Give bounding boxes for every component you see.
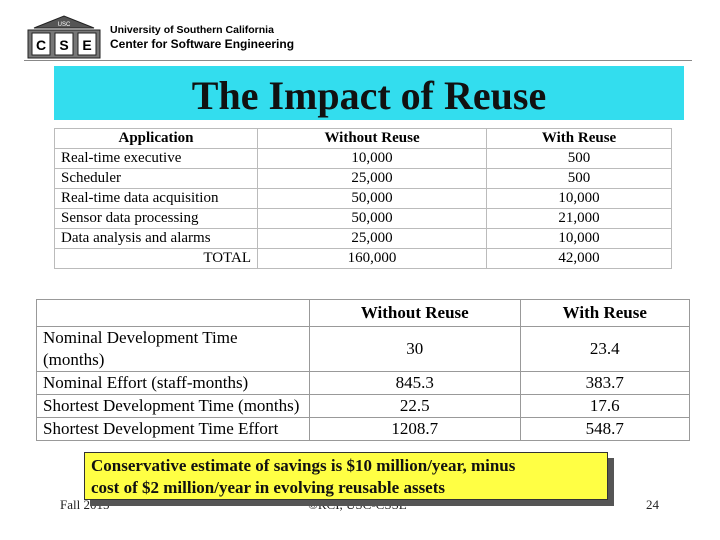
- table-total-row: TOTAL 160,000 42,000: [54, 248, 672, 269]
- table-row: Shortest Development Time (months) 22.5 …: [36, 394, 691, 418]
- cell-with-reuse: 500: [486, 168, 672, 189]
- footer-copyright: ©RCI, USC-CSSE: [308, 497, 407, 512]
- cell-with-reuse: 21,000: [486, 208, 672, 229]
- col-header-without-reuse: Without Reuse: [256, 128, 488, 149]
- cell-with-reuse: 10,000: [486, 188, 672, 209]
- table-row: Sensor data processing 50,000 21,000: [54, 208, 672, 229]
- cell-without-reuse: 1208.7: [309, 417, 521, 441]
- cell-without-reuse: 22.5: [309, 394, 521, 418]
- usc-cse-logo: USC C S E: [27, 15, 101, 59]
- cell-without-reuse: 25,000: [256, 168, 488, 189]
- cell-with-reuse: 23.4: [519, 326, 691, 372]
- cell-with-reuse: 10,000: [486, 228, 672, 249]
- cell-without-reuse: 25,000: [256, 228, 488, 249]
- cell-without-reuse: 845.3: [309, 371, 521, 395]
- cell-with-reuse: 548.7: [519, 417, 691, 441]
- col-header-metric: [36, 299, 310, 327]
- page-number: 24: [646, 497, 659, 512]
- cell-metric: Nominal Effort (staff-months): [36, 371, 310, 395]
- cell-with-reuse: 383.7: [519, 371, 691, 395]
- org-name: University of Southern California Center…: [110, 24, 294, 51]
- callout-line-2: cost of $2 million/year in evolving reus…: [91, 478, 446, 497]
- cell-metric: Nominal Development Time (months): [36, 326, 310, 372]
- footer-term: Fall 2015: [60, 497, 110, 512]
- cell-application: Sensor data processing: [54, 208, 258, 229]
- cell-total-label: TOTAL: [54, 248, 258, 269]
- table-header-row: Application Without Reuse With Reuse: [54, 128, 672, 149]
- cell-metric: Shortest Development Time Effort: [36, 417, 310, 441]
- reuse-estimate-table: Without Reuse With Reuse Nominal Develop…: [36, 299, 691, 441]
- col-header-with-reuse: With Reuse: [486, 128, 672, 149]
- table-row: Real-time executive 10,000 500: [54, 148, 672, 169]
- cell-total-without-reuse: 160,000: [256, 248, 488, 269]
- col-header-without-reuse: Without Reuse: [309, 299, 521, 327]
- cell-without-reuse: 50,000: [256, 208, 488, 229]
- logo-letter-e: E: [82, 37, 91, 53]
- header-divider: [24, 60, 692, 61]
- cell-application: Real-time executive: [54, 148, 258, 169]
- callout-line-1: Conservative estimate of savings is $10 …: [91, 456, 516, 475]
- cell-without-reuse: 30: [309, 326, 521, 372]
- cell-metric: Shortest Development Time (months): [36, 394, 310, 418]
- col-header-with-reuse: With Reuse: [519, 299, 691, 327]
- cell-with-reuse: 500: [486, 148, 672, 169]
- cell-application: Scheduler: [54, 168, 258, 189]
- col-header-application: Application: [54, 128, 258, 149]
- reuse-size-table: Application Without Reuse With Reuse Rea…: [54, 128, 672, 269]
- cell-without-reuse: 10,000: [256, 148, 488, 169]
- table-row: Nominal Effort (staff-months) 845.3 383.…: [36, 371, 691, 395]
- slide-title: The Impact of Reuse: [191, 73, 547, 118]
- org-line-center: Center for Software Engineering: [110, 37, 295, 51]
- title-band: The Impact of Reuse: [54, 66, 684, 120]
- logo-top-text: USC: [58, 22, 71, 28]
- table-row: Nominal Development Time (months) 30 23.…: [36, 326, 691, 372]
- cell-without-reuse: 50,000: [256, 188, 488, 209]
- cell-total-with-reuse: 42,000: [486, 248, 672, 269]
- org-line-university: University of Southern California: [110, 24, 274, 36]
- cell-application: Data analysis and alarms: [54, 228, 258, 249]
- cell-with-reuse: 17.6: [519, 394, 691, 418]
- table-row: Real-time data acquisition 50,000 10,000: [54, 188, 672, 209]
- savings-callout: Conservative estimate of savings is $10 …: [84, 452, 608, 500]
- logo-letter-s: S: [59, 37, 68, 53]
- cell-application: Real-time data acquisition: [54, 188, 258, 209]
- table-row: Data analysis and alarms 25,000 10,000: [54, 228, 672, 249]
- table-header-row: Without Reuse With Reuse: [36, 299, 691, 327]
- table-row: Shortest Development Time Effort 1208.7 …: [36, 417, 691, 441]
- logo-letter-c: C: [36, 37, 46, 53]
- table-row: Scheduler 25,000 500: [54, 168, 672, 189]
